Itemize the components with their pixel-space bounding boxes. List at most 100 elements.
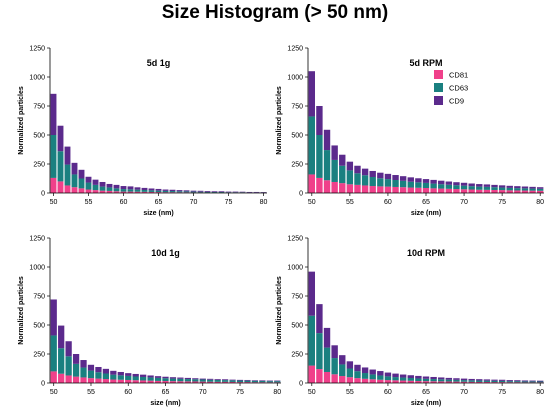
bar-cd9 — [399, 374, 407, 378]
bar-cd81 — [438, 381, 445, 383]
panel-title: 10d RPM — [407, 248, 445, 258]
bar-cd9 — [148, 188, 155, 191]
bar-cd9 — [92, 179, 99, 185]
bar-cd9 — [331, 145, 338, 160]
bar-cd81 — [384, 186, 392, 193]
bar-cd63 — [316, 333, 323, 370]
bar-cd9 — [127, 186, 134, 190]
bar-cd63 — [162, 190, 169, 193]
bar-cd9 — [259, 380, 266, 381]
x-tick-label: 65 — [155, 199, 163, 206]
bar-cd81 — [422, 381, 430, 383]
bar-cd9 — [468, 378, 475, 381]
bar-cd9 — [154, 376, 162, 378]
bar-cd81 — [483, 381, 491, 383]
bar-cd63 — [491, 187, 498, 190]
bar-cd81 — [308, 174, 315, 193]
bar-cd63 — [148, 190, 155, 192]
x-tick-label: 75 — [498, 199, 506, 206]
bar-cd9 — [476, 379, 483, 381]
bar-cd9 — [415, 178, 422, 183]
bar-cd9 — [399, 176, 407, 181]
bar-cd9 — [529, 380, 536, 382]
bar-cd63 — [117, 375, 124, 380]
bar-cd81 — [140, 380, 147, 383]
bar-cd63 — [162, 378, 169, 382]
bar-cd81 — [71, 187, 78, 193]
panel-2: 0 250 500 750 1000 1250 50 55 60 65 70 75 80 10d 1g si… — [18, 236, 281, 408]
bar-cd63 — [407, 378, 414, 381]
bar-cd63 — [192, 379, 199, 382]
bar-cd9 — [361, 168, 369, 176]
bar-cd9 — [407, 177, 414, 182]
y-tick-label: 750 — [33, 294, 45, 301]
bar-cd9 — [483, 379, 491, 381]
bar-cd63 — [71, 174, 78, 188]
x-tick-label: 65 — [422, 199, 430, 206]
bar-cd63 — [176, 191, 183, 193]
bar-cd81 — [259, 382, 266, 383]
x-tick-label: 50 — [50, 389, 58, 396]
bar-cd9 — [190, 190, 197, 192]
bar-cd81 — [415, 381, 422, 383]
bar-cd63 — [422, 182, 430, 189]
y-tick-label: 1250 — [29, 46, 45, 53]
bar-cd81 — [50, 177, 57, 193]
bar-cd63 — [476, 186, 483, 190]
bar-cd63 — [521, 381, 529, 383]
bar-cd63 — [316, 135, 323, 178]
bar-cd9 — [244, 379, 251, 381]
bar-cd63 — [361, 175, 369, 186]
y-tick-label: 0 — [299, 191, 303, 198]
bar-cd63 — [506, 187, 513, 191]
bar-cd9 — [308, 271, 315, 316]
x-tick-label: 50 — [50, 199, 58, 206]
bar-cd9 — [392, 175, 399, 181]
bar-cd9 — [113, 184, 120, 189]
bar-cd63 — [169, 191, 176, 193]
legend-label-cd9: CD9 — [449, 97, 464, 106]
bar-cd81 — [392, 186, 399, 193]
main-title: Size Histogram (> 50 nm) — [161, 2, 389, 23]
bar-cd9 — [415, 375, 422, 379]
bar-cd81 — [407, 380, 414, 383]
bar-cd81 — [407, 187, 414, 193]
bar-cd9 — [491, 184, 498, 188]
bar-cd63 — [197, 191, 204, 193]
bar-cd63 — [125, 375, 132, 380]
x-tick-label: 65 — [162, 389, 170, 396]
bar-cd63 — [190, 191, 197, 193]
bar-cd81 — [529, 190, 536, 193]
bar-cd81 — [85, 189, 92, 193]
bar-cd63 — [354, 173, 361, 185]
bar-cd63 — [537, 188, 544, 191]
bar-cd63 — [468, 186, 475, 190]
bar-cd63 — [384, 376, 392, 381]
y-axis-label: Normalized particles — [18, 276, 25, 345]
x-tick-label: 55 — [85, 199, 93, 206]
bar-cd63 — [453, 379, 460, 382]
bar-cd63 — [57, 151, 64, 182]
panel-0: 0 250 500 750 1000 1250 50 55 60 65 70 75 80 5d 1g siz… — [18, 46, 267, 218]
x-tick-label: 60 — [384, 389, 392, 396]
x-tick-label: 55 — [87, 389, 95, 396]
bar-cd9 — [236, 379, 244, 381]
y-axis-label: Normalized particles — [18, 86, 25, 155]
bar-cd63 — [110, 374, 117, 380]
bar-cd9 — [225, 191, 232, 193]
bar-cd9 — [377, 371, 384, 376]
x-axis-label: size (nm) — [411, 210, 441, 217]
bar-cd63 — [177, 378, 184, 382]
bar-cd81 — [199, 381, 206, 383]
bar-cd81 — [384, 380, 392, 383]
bar-cd63 — [453, 185, 460, 190]
bar-cd9 — [346, 361, 354, 369]
bar-cd63 — [323, 150, 331, 181]
bar-cd81 — [221, 381, 229, 383]
x-tick-label: 75 — [236, 389, 244, 396]
bar-cd63 — [183, 191, 190, 193]
bar-cd81 — [377, 186, 384, 193]
y-tick-label: 500 — [33, 323, 45, 330]
bar-cd81 — [354, 378, 361, 383]
bar-cd63 — [274, 381, 281, 383]
